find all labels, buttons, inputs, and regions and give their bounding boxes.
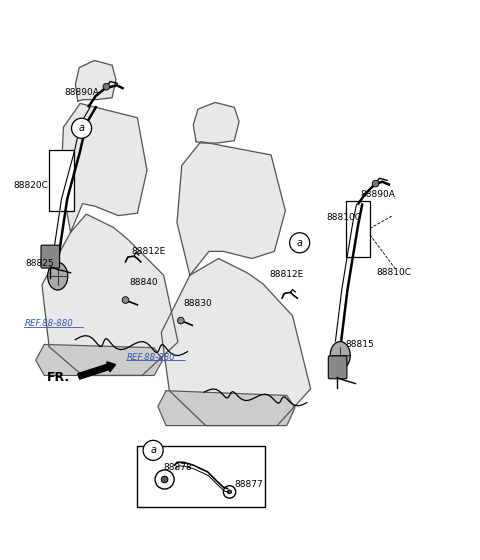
Text: 88825: 88825 [25,259,54,268]
Text: 88812E: 88812E [270,270,304,279]
Polygon shape [161,259,311,426]
Circle shape [161,476,168,483]
Text: 88877: 88877 [234,480,263,489]
Text: a: a [297,238,303,248]
FancyBboxPatch shape [49,150,74,211]
Text: REF.88-880: REF.88-880 [24,319,73,328]
FancyBboxPatch shape [328,356,347,379]
FancyBboxPatch shape [137,446,265,507]
Polygon shape [61,104,147,232]
Text: 88890A: 88890A [360,190,395,199]
Text: 88890A: 88890A [64,88,99,97]
Text: 88810C: 88810C [327,213,362,222]
Text: 88815: 88815 [345,340,374,349]
Ellipse shape [330,342,350,369]
Text: 88810C: 88810C [376,268,411,277]
Circle shape [228,490,231,494]
FancyArrow shape [78,362,116,379]
Polygon shape [193,102,239,143]
Circle shape [103,83,110,90]
Circle shape [155,470,174,489]
Ellipse shape [48,262,68,290]
Circle shape [372,180,379,187]
Circle shape [143,440,163,460]
Circle shape [289,233,310,253]
Circle shape [223,486,236,498]
Text: REF.88-880: REF.88-880 [126,353,175,362]
Text: FR.: FR. [47,371,70,384]
Polygon shape [177,142,285,275]
Polygon shape [75,60,116,101]
Text: a: a [150,445,156,455]
FancyBboxPatch shape [346,201,370,257]
Text: 88878: 88878 [164,463,192,472]
Circle shape [72,118,92,138]
Text: 88812E: 88812E [131,247,166,256]
Circle shape [178,317,184,324]
Text: a: a [79,123,84,133]
Text: 88820C: 88820C [13,181,48,190]
Text: 88830: 88830 [184,300,213,309]
Polygon shape [158,391,295,426]
Circle shape [122,297,129,304]
FancyBboxPatch shape [41,245,60,268]
Polygon shape [42,214,178,375]
Polygon shape [36,344,163,375]
Text: 88840: 88840 [129,278,158,287]
